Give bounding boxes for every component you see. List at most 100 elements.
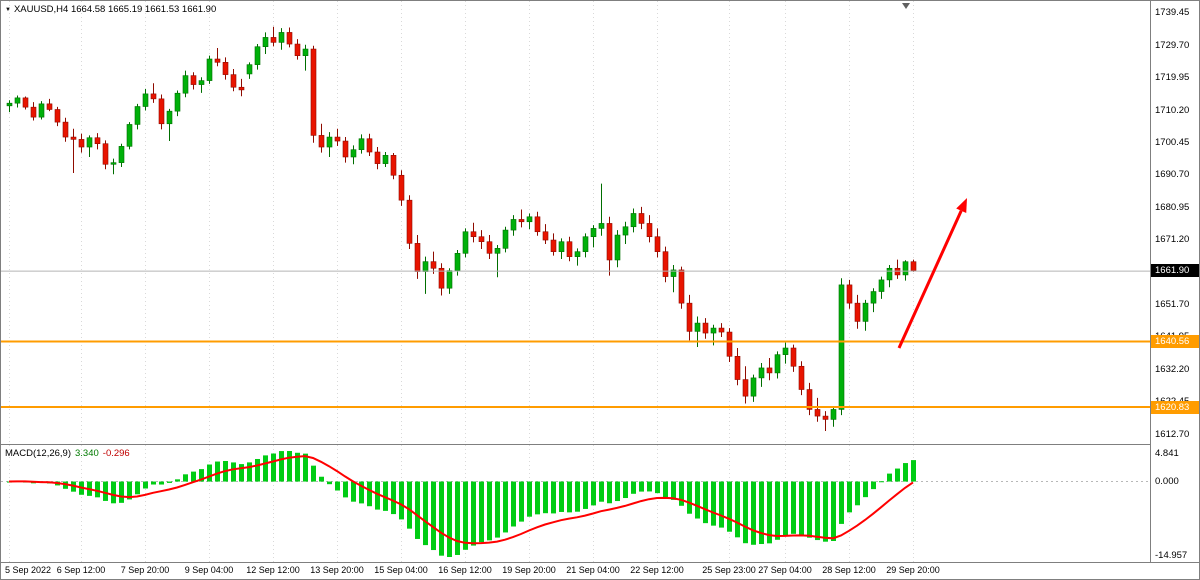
- macd-histogram-bar: [375, 481, 380, 510]
- price-tick-label: 1710.20: [1155, 104, 1190, 116]
- candle: [134, 103, 141, 130]
- candle: [286, 27, 293, 48]
- dropdown-arrow-icon[interactable]: ▼: [5, 6, 11, 13]
- macd-histogram-bar: [863, 481, 868, 498]
- pane-separator[interactable]: [1, 444, 1199, 445]
- macd-chart[interactable]: [1, 445, 1150, 562]
- chart-shift-marker-icon[interactable]: [902, 3, 910, 9]
- candle: [278, 28, 285, 50]
- symbol-ohlc-label: XAUUSD,H4 1664.58 1665.19 1661.53 1661.9…: [13, 4, 217, 15]
- candle: [62, 117, 69, 142]
- time-tick-label: 25 Sep 23:00: [702, 565, 756, 575]
- price-tick-label: 1680.95: [1155, 201, 1190, 213]
- candle: [126, 122, 133, 150]
- price-axis[interactable]: 1739.45 1729.70 1719.95 1710.20 1700.45 1690.…: [1151, 1, 1199, 562]
- candle: [446, 268, 453, 294]
- macd-histogram-bar: [855, 481, 860, 506]
- macd-histogram-bar: [287, 451, 292, 482]
- candle: [206, 55, 213, 84]
- candle: [182, 70, 189, 98]
- candle: [782, 342, 789, 364]
- macd-histogram-bar: [295, 452, 300, 482]
- candle: [438, 263, 445, 296]
- macd-value-main: 3.340: [75, 448, 99, 459]
- macd-signal-line: [8, 455, 914, 545]
- candle: [406, 195, 413, 250]
- candle: [662, 246, 669, 283]
- candle: [638, 206, 645, 230]
- candle: [174, 90, 181, 117]
- macd-histogram-bar: [191, 471, 196, 482]
- candle: [758, 362, 765, 387]
- hline-price-badge: 1640.56: [1151, 334, 1199, 348]
- candle: [606, 216, 613, 276]
- macd-histogram-bar: [135, 481, 140, 495]
- macd-histogram-bar: [199, 469, 204, 482]
- candle: [78, 133, 85, 153]
- macd-histogram-bar: [367, 481, 372, 507]
- macd-histogram-bar: [871, 481, 876, 490]
- macd-histogram-bar: [607, 481, 612, 504]
- candle: [686, 294, 693, 341]
- macd-histogram-bar: [391, 481, 396, 515]
- candle: [326, 132, 333, 157]
- macd-histogram-bar: [415, 481, 420, 539]
- price-tick-label: 1651.70: [1155, 298, 1190, 310]
- macd-histogram-bar: [663, 481, 668, 498]
- candle: [702, 318, 709, 339]
- candle: [142, 88, 149, 111]
- candle: [118, 143, 125, 167]
- macd-histogram-bar: [383, 481, 388, 511]
- macd-histogram-bar: [623, 481, 628, 499]
- candle: [502, 226, 509, 253]
- candle: [478, 230, 485, 250]
- candle: [670, 264, 677, 293]
- price-tick-label: 1612.70: [1155, 428, 1190, 440]
- macd-histogram-bar: [527, 481, 532, 517]
- candle: [598, 183, 605, 236]
- macd-histogram-bar: [671, 481, 676, 500]
- macd-histogram-bar: [183, 474, 188, 482]
- candle: [614, 230, 621, 268]
- candle: [70, 128, 77, 173]
- candle: [214, 48, 221, 67]
- candle: [870, 288, 877, 313]
- candle: [574, 248, 581, 266]
- macd-histogram-bar: [895, 468, 900, 482]
- macd-histogram-bar: [615, 481, 620, 502]
- time-tick-label: 7 Sep 20:00: [120, 565, 170, 575]
- candlestick-chart[interactable]: [1, 1, 1150, 444]
- time-tick-label: 22 Sep 12:00: [630, 565, 684, 575]
- macd-histogram-bar: [471, 481, 476, 546]
- macd-histogram-bar: [439, 481, 444, 556]
- macd-histogram-bar: [279, 451, 284, 482]
- candle: [246, 62, 253, 79]
- macd-histogram-bar: [807, 481, 812, 538]
- candle: [46, 98, 53, 112]
- macd-scale-zero-label: 0.000: [1155, 476, 1179, 488]
- candle: [566, 236, 573, 262]
- candle: [582, 233, 589, 258]
- time-axis[interactable]: 5 Sep 2022 6 Sep 12:00 7 Sep 20:00 9 Sep 04…: [1, 563, 1199, 579]
- trend-arrow-annotation[interactable]: [897, 198, 967, 349]
- candle: [550, 233, 557, 256]
- macd-histogram-bar: [247, 462, 252, 482]
- candle: [734, 347, 741, 386]
- candle: [230, 68, 237, 92]
- candle: [398, 170, 405, 206]
- candle: [222, 57, 229, 80]
- macd-histogram-bar: [911, 460, 916, 482]
- macd-histogram-bar: [159, 481, 164, 485]
- price-tick-label: 1739.45: [1155, 7, 1190, 19]
- macd-histogram-bar: [239, 464, 244, 482]
- candle: [806, 382, 813, 416]
- macd-histogram-bar: [127, 481, 132, 500]
- macd-histogram-bar: [151, 481, 156, 485]
- candle: [54, 106, 61, 127]
- candle: [590, 225, 597, 248]
- price-tick-label: 1719.95: [1155, 72, 1190, 84]
- candle: [94, 133, 101, 150]
- candle: [38, 101, 45, 120]
- macd-histogram-bar: [535, 481, 540, 515]
- time-tick-label: 21 Sep 04:00: [566, 565, 620, 575]
